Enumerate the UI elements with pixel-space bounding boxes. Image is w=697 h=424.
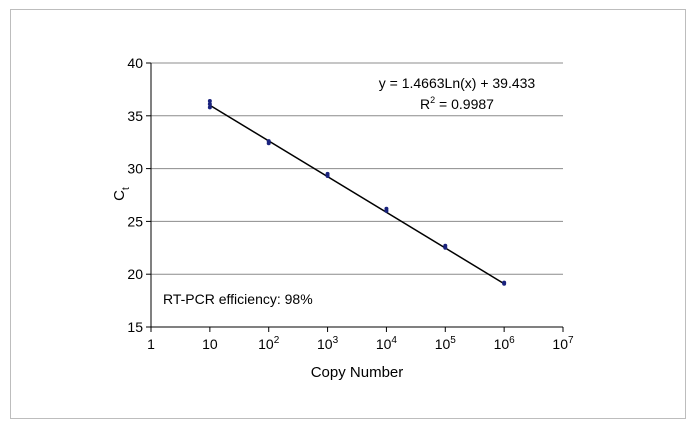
y-tick-label: 35 <box>127 108 143 124</box>
y-axis-title-sub: t <box>121 187 132 190</box>
y-tick-label: 20 <box>127 266 143 282</box>
data-point <box>207 99 212 104</box>
x-tick-label: 104 <box>376 335 398 352</box>
equation-label: y = 1.4663Ln(x) + 39.433 <box>379 75 536 91</box>
x-tick-label: 1 <box>147 336 155 352</box>
chart-frame <box>10 9 686 419</box>
r-squared-exponent: 2 <box>430 95 435 105</box>
x-tick-label: 107 <box>552 335 574 352</box>
r-squared-label: R2 = 0.9987 <box>420 95 494 112</box>
x-axis-title: Copy Number <box>311 364 404 381</box>
y-tick-label: 30 <box>127 161 143 177</box>
gridlines <box>151 62 563 275</box>
y-tick-labels: 15 20 25 30 35 40 <box>127 55 143 335</box>
axes <box>146 62 564 332</box>
x-tick-label: 10 <box>202 336 218 352</box>
data-point <box>207 102 212 107</box>
data-point <box>384 208 389 213</box>
data-point <box>443 245 448 250</box>
data-points <box>207 99 507 286</box>
efficiency-label: RT-PCR efficiency: 98% <box>163 291 313 307</box>
x-tick-label: 103 <box>317 335 339 352</box>
y-axis-title: Ct <box>111 187 132 201</box>
trendline <box>209 104 505 285</box>
y-tick-label: 40 <box>127 55 143 71</box>
r-squared-symbol: R <box>420 96 430 112</box>
y-tick-label: 25 <box>127 213 143 229</box>
trendline-group <box>209 104 505 285</box>
x-tick-label: 106 <box>494 335 516 352</box>
r-squared-value: = 0.9987 <box>435 96 494 112</box>
y-tick-label: 15 <box>127 319 143 335</box>
data-point <box>325 173 330 178</box>
data-point <box>207 105 212 110</box>
svg-text:Ct: Ct <box>111 187 132 201</box>
data-point <box>266 141 271 146</box>
y-axis-title-main: C <box>111 190 128 201</box>
x-tick-labels: 1 10 102 103 104 105 106 107 <box>147 335 574 352</box>
x-tick-label: 102 <box>258 335 280 352</box>
data-point <box>502 281 507 286</box>
x-tick-label: 105 <box>435 335 457 352</box>
